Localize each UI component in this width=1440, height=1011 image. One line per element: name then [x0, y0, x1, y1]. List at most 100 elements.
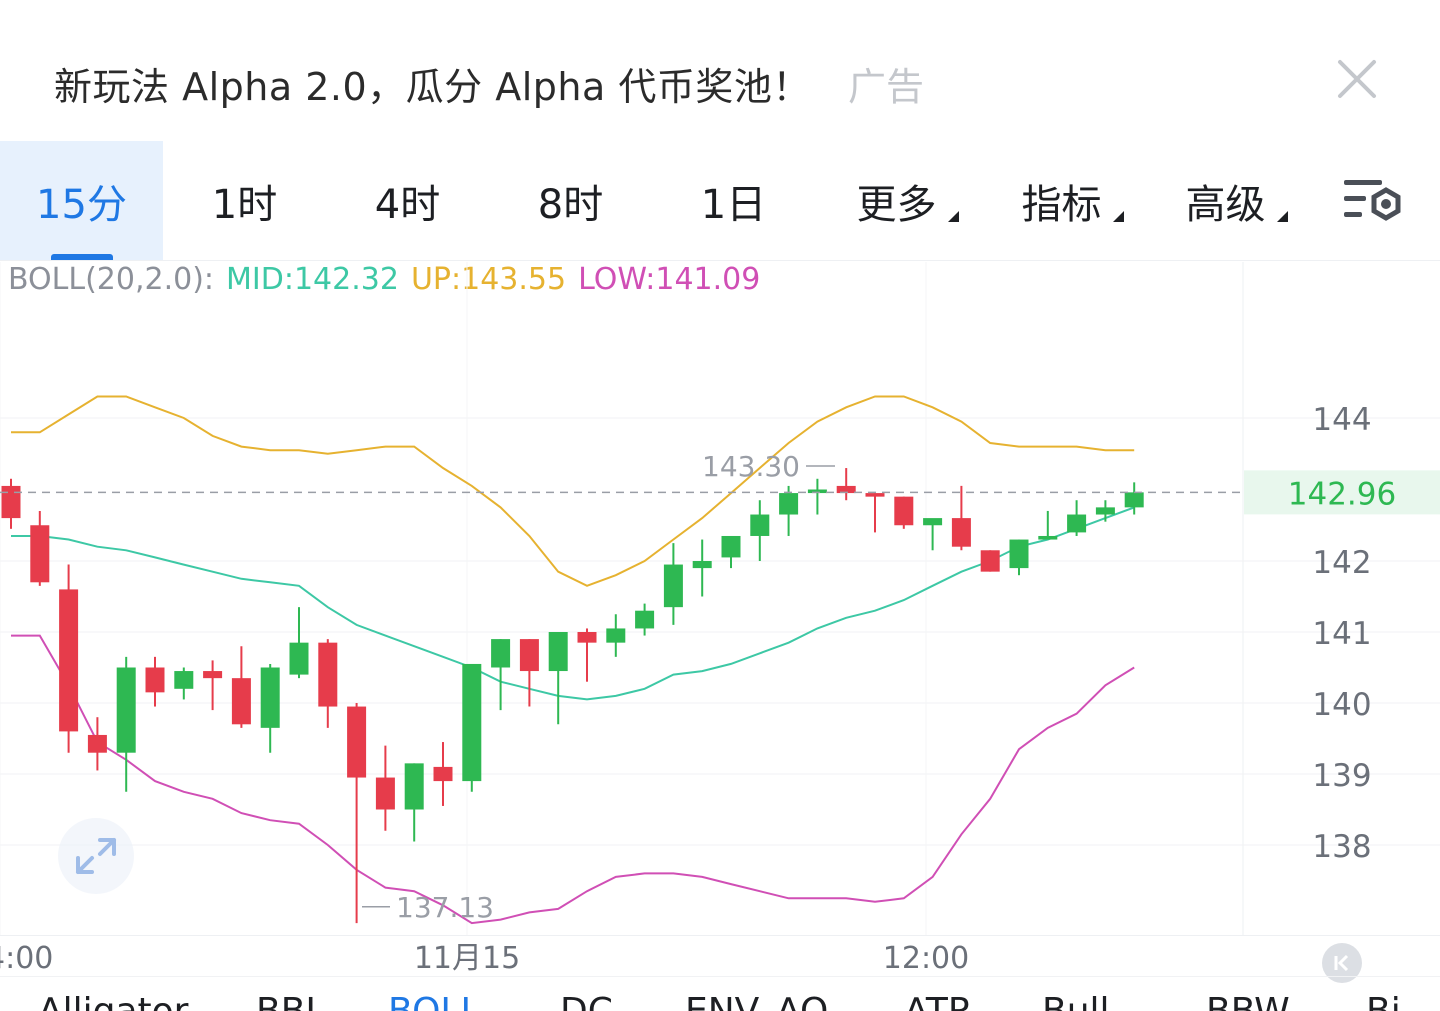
indicator-bi[interactable]: Bi: [1366, 991, 1401, 1011]
tab-label: 1时: [211, 181, 278, 228]
tab-label: 1日: [700, 181, 767, 228]
last-price-tag: [1244, 470, 1440, 515]
indicator-atr[interactable]: ATR: [904, 991, 973, 1011]
candle-body: [577, 632, 597, 643]
candle-body: [750, 514, 770, 536]
candle-body: [462, 663, 482, 782]
candle-body: [87, 734, 107, 753]
candle-body: [635, 610, 655, 629]
candle-body: [116, 667, 136, 753]
candle-body: [548, 632, 568, 672]
boll-mid-line: [11, 506, 1135, 701]
low-annotation-label: 137.13: [396, 891, 494, 924]
tab-label: 更多: [856, 181, 937, 228]
tab-label: 指标: [1021, 181, 1102, 228]
candle-body: [606, 628, 626, 643]
candle-body: [951, 518, 971, 547]
candle-body: [980, 550, 1000, 572]
candle-body: [404, 763, 424, 810]
tab-label: 15分: [36, 181, 127, 228]
y-tick-label: 139: [1312, 758, 1371, 794]
kline-chart[interactable]: 144 142 141 140 139 138 142.96 143.30 137.13 4:00…: [0, 262, 1440, 976]
indicator-ao[interactable]: AO: [776, 991, 828, 1011]
dropdown-triangle-icon: [1113, 211, 1124, 222]
boll-low-value: LOW:141.09: [578, 262, 761, 297]
candle-body: [779, 493, 799, 515]
boll-upper-line: [11, 395, 1135, 587]
tab-15m[interactable]: 15分: [0, 141, 163, 260]
candle-body: [174, 671, 194, 689]
last-price-label: 142.96: [1288, 476, 1396, 512]
x-tick-label: 11月15: [414, 941, 520, 976]
candle-body: [203, 671, 223, 679]
candle-body: [865, 493, 885, 497]
indicator-env[interactable]: ENV: [685, 991, 759, 1011]
ad-title[interactable]: 新玩法 Alpha 2.0，瓜分 Alpha 代币奖池！: [54, 65, 811, 109]
candle-body: [347, 706, 367, 778]
tab-4h[interactable]: 4时: [326, 141, 489, 260]
ad-tag: 广告: [848, 65, 925, 109]
candle-body: [1124, 492, 1144, 508]
candle-body: [1, 485, 21, 519]
candle-body: [721, 535, 741, 558]
candle-body: [433, 766, 453, 782]
candle-body: [1038, 535, 1058, 540]
tab-1d[interactable]: 1日: [652, 141, 815, 260]
indicator-bbw[interactable]: BBW: [1206, 991, 1290, 1011]
timeframe-tabs: 15分 1时 4时 8时 1日 更多 指标 高级: [0, 141, 1440, 261]
dropdown-triangle-icon: [948, 211, 959, 222]
indicator-boll[interactable]: BOLL: [388, 991, 481, 1011]
dropdown-triangle-icon: [1277, 211, 1288, 222]
x-tick-label: 4:00: [0, 941, 53, 976]
candle-body: [318, 642, 338, 707]
candle-body: [30, 525, 50, 583]
indicator-bbi[interactable]: BBI: [256, 991, 316, 1011]
candle-body: [59, 589, 79, 732]
high-annotation-label: 143.30: [702, 450, 800, 483]
indicator-dc[interactable]: DC: [560, 991, 613, 1011]
tab-label: 4时: [374, 181, 441, 228]
candle-body: [1067, 514, 1087, 533]
ad-banner: 新玩法 Alpha 2.0，瓜分 Alpha 代币奖池！ 广告: [0, 0, 1440, 140]
candle-body: [491, 639, 511, 668]
expand-icon: [76, 838, 116, 874]
indicator-bull[interactable]: Bull: [1042, 991, 1110, 1011]
tab-label: 高级: [1185, 181, 1266, 228]
candle-body: [663, 564, 683, 608]
skip-back-icon: [1334, 954, 1349, 972]
boll-lower-line: [11, 634, 1135, 925]
fullscreen-button[interactable]: [58, 818, 134, 894]
tab-1h[interactable]: 1时: [163, 141, 326, 260]
candle-body: [923, 518, 943, 526]
tab-advanced[interactable]: 高级: [1144, 141, 1307, 260]
y-tick-label: 142: [1312, 545, 1371, 581]
y-tick-label: 138: [1312, 829, 1371, 865]
indicator-alligator[interactable]: Alligator: [38, 991, 189, 1011]
y-tick-label: 144: [1312, 402, 1371, 438]
x-axis-divider: [0, 935, 1440, 936]
candle-body: [145, 667, 165, 693]
candle-body: [519, 639, 539, 672]
boll-legend[interactable]: BOLL(20,2.0): MID:142.32 UP:143.55 LOW:141.…: [8, 262, 772, 297]
tab-more[interactable]: 更多: [815, 141, 978, 260]
candle-body: [894, 496, 914, 526]
x-tick-label: 12:00: [883, 941, 969, 976]
indicator-strip: Alligator BBI BOLL DC ENV AO ATR Bull BB…: [0, 976, 1440, 1011]
candle-body: [692, 561, 712, 569]
candle-body: [289, 642, 309, 675]
candle-body: [1009, 539, 1029, 569]
candle-body: [836, 485, 856, 494]
tab-label: 8时: [537, 181, 604, 228]
y-tick-label: 141: [1312, 616, 1371, 652]
candle-body: [1095, 507, 1115, 515]
candle-body: [807, 489, 827, 494]
close-icon[interactable]: [1334, 56, 1380, 102]
tab-indicators[interactable]: 指标: [980, 141, 1143, 260]
boll-mid-value: MID:142.32: [226, 262, 399, 297]
chart-settings-icon[interactable]: [1342, 176, 1404, 228]
boll-name: BOLL(20,2.0):: [8, 262, 215, 297]
tab-8h[interactable]: 8时: [489, 141, 652, 260]
y-tick-label: 140: [1312, 687, 1371, 723]
candle-body: [231, 678, 251, 725]
candle-body: [260, 667, 280, 728]
